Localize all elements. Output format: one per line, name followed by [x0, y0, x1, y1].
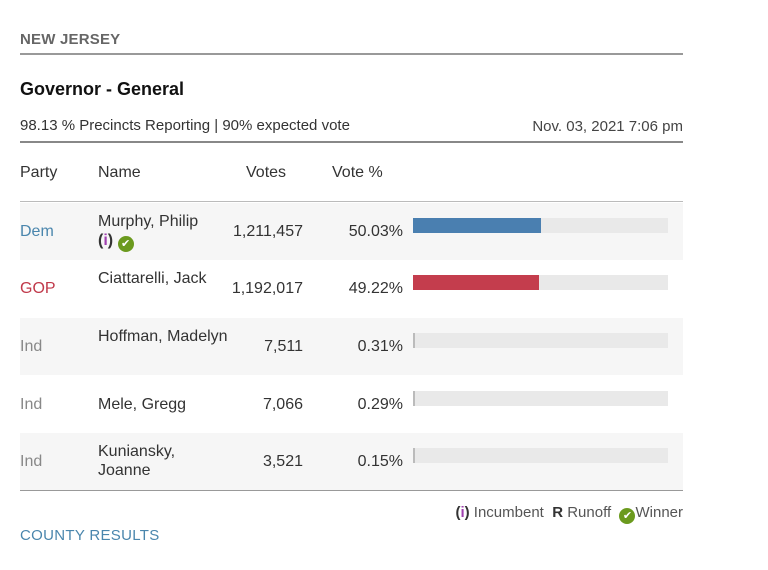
vote-share-bar — [413, 275, 668, 290]
legend-winner: Winner — [635, 504, 683, 521]
legend-runoff: Runoff — [567, 504, 612, 521]
candidate-cell: Ciattarelli, Jack — [98, 269, 228, 288]
candidate-name: Murphy, Philip — [98, 213, 199, 230]
vote-share-fill — [413, 391, 415, 406]
reporting-status: 98.13 % Precincts Reporting | 90% expect… — [20, 117, 350, 134]
vote-percent: 49.22% — [348, 280, 403, 297]
table-row: GOP Ciattarelli, Jack 1,192,017 49.22% — [20, 260, 683, 317]
party-label: Ind — [20, 396, 43, 413]
vote-count: 1,192,017 — [231, 280, 303, 297]
vote-percent: 0.31% — [357, 338, 403, 355]
candidate-name: Mele, Gregg — [98, 396, 187, 413]
vote-share-bar — [413, 448, 668, 463]
legend: (i) Incumbent R Runoff ✔ Winner — [455, 504, 683, 524]
vote-share-fill — [413, 333, 415, 348]
party-label: Ind — [20, 338, 43, 355]
timestamp: Nov. 03, 2021 7:06 pm — [532, 118, 683, 135]
party-label: Ind — [20, 453, 43, 470]
vote-count: 1,211,457 — [233, 223, 303, 240]
divider — [20, 201, 683, 202]
candidate-cell: Murphy, Philip (i) ✔ — [98, 212, 228, 252]
vote-percent: 50.03% — [348, 223, 403, 240]
party-label: Dem — [20, 223, 54, 240]
vote-count: 3,521 — [262, 453, 303, 470]
vote-count: 7,066 — [262, 396, 303, 413]
vote-share-bar — [413, 391, 668, 406]
candidate-cell: Mele, Gregg — [98, 395, 228, 414]
runoff-icon: R — [552, 504, 564, 521]
winner-check-icon: ✔ — [117, 236, 134, 252]
vote-share-fill — [413, 275, 539, 290]
header-party: Party — [20, 164, 58, 181]
table-row: Ind Kuniansky, Joanne 3,521 0.15% — [20, 433, 683, 490]
vote-count: 7,511 — [264, 338, 303, 355]
incumbent-icon: (i) — [455, 504, 470, 521]
vote-percent: 0.15% — [357, 453, 403, 470]
table-row: Ind Mele, Gregg 7,066 0.29% — [20, 376, 683, 433]
incumbent-icon: (i) — [98, 232, 114, 249]
divider — [20, 141, 683, 143]
candidate-name: Hoffman, Madelyn — [98, 328, 228, 345]
header-vote-pct: Vote % — [332, 164, 383, 181]
candidate-name: Ciattarelli, Jack — [98, 270, 207, 287]
candidate-cell: Hoffman, Madelyn — [98, 327, 228, 346]
vote-share-bar — [413, 333, 668, 348]
race-title: Governor - General — [20, 79, 185, 99]
county-results-link[interactable]: COUNTY RESULTS — [20, 527, 160, 544]
header-name: Name — [98, 164, 141, 181]
winner-check-icon: ✔ — [619, 508, 636, 524]
header-votes: Votes — [246, 164, 287, 181]
divider — [20, 490, 683, 491]
divider — [20, 53, 683, 55]
vote-share-fill — [413, 218, 541, 233]
vote-share-fill — [413, 448, 415, 463]
party-label: GOP — [20, 280, 56, 297]
table-row: Dem Murphy, Philip (i) ✔ 1,211,457 50.03% — [20, 203, 683, 260]
vote-percent: 0.29% — [357, 396, 403, 413]
candidate-name: Kuniansky, Joanne — [98, 443, 176, 479]
vote-share-bar — [413, 218, 668, 233]
candidate-cell: Kuniansky, Joanne — [98, 442, 228, 480]
legend-incumbent: Incumbent — [473, 504, 544, 521]
state-title: NEW JERSEY — [20, 31, 121, 48]
table-row: Ind Hoffman, Madelyn 7,511 0.31% — [20, 318, 683, 375]
